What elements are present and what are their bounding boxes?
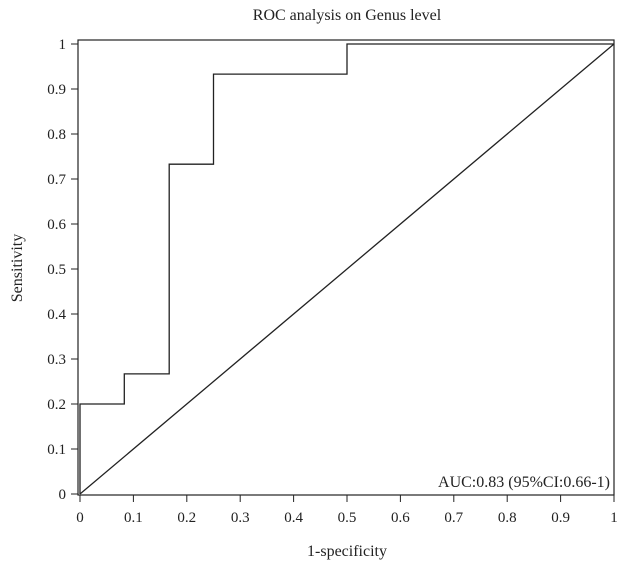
x-axis: 0 0.1 0.2 0.3 0.4 0.5 0.6 0.7 0.8 0.9 1	[76, 495, 618, 526]
y-tick-label: 0.3	[47, 352, 66, 368]
auc-annotation: AUC:0.83 (95%CI:0.66-1)	[438, 474, 610, 491]
x-tick-label: 0.9	[551, 510, 570, 526]
y-tick-label: 0.1	[47, 442, 66, 458]
chart-title: ROC analysis on Genus level	[253, 7, 442, 24]
y-tick-label: 1	[59, 37, 67, 53]
x-tick-label: 0.4	[284, 510, 303, 526]
series-group	[79, 43, 615, 495]
x-tick-label: 0.5	[338, 510, 357, 526]
x-axis-title: 1-specificity	[307, 543, 387, 560]
x-tick-label: 1	[610, 510, 618, 526]
x-tick-label: 0.7	[444, 510, 463, 526]
y-tick-label: 0.9	[47, 82, 66, 98]
x-tick-label: 0.6	[391, 510, 410, 526]
y-tick-label: 0.2	[47, 397, 66, 413]
y-tick-label: 0.6	[47, 217, 66, 233]
y-axis-title: Sensitivity	[9, 234, 26, 302]
y-tick-label: 0.8	[47, 127, 66, 143]
x-tick-label: 0.3	[231, 510, 250, 526]
y-axis: 0 0.1 0.2 0.3 0.4 0.5 0.6 0.7 0.8 0.9 1	[47, 37, 78, 503]
y-tick-label: 0	[59, 487, 67, 503]
roc-curve-line	[79, 43, 614, 494]
x-tick-label: 0	[76, 510, 84, 526]
x-tick-label: 0.2	[177, 510, 196, 526]
plot-frame	[77, 39, 615, 496]
y-tick-label: 0.5	[47, 262, 66, 278]
y-tick-label: 0.7	[47, 172, 66, 188]
x-tick-label: 0.8	[498, 510, 517, 526]
reference-diagonal-line	[79, 43, 615, 495]
x-tick-label: 0.1	[124, 510, 143, 526]
y-tick-label: 0.4	[47, 307, 66, 323]
